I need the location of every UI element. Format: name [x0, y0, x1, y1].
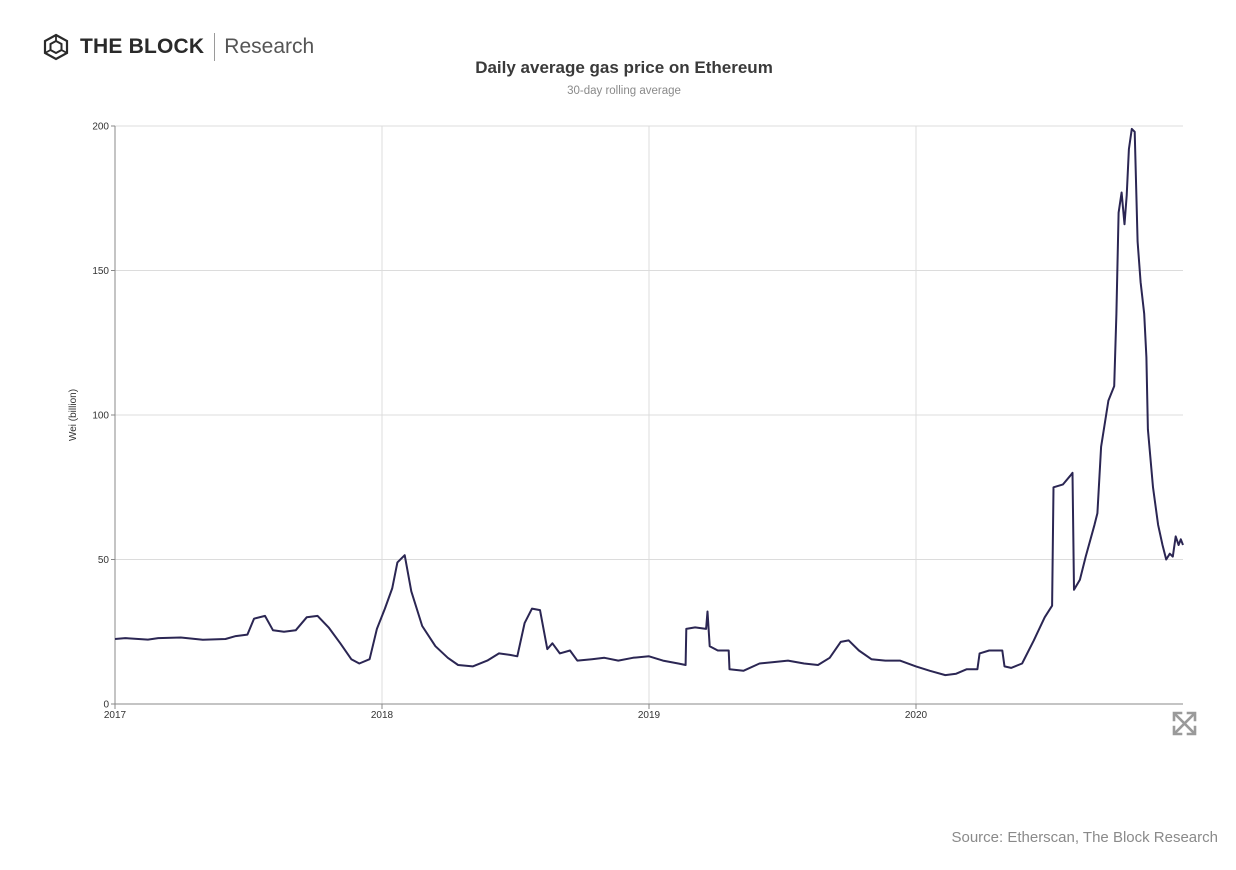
- y-tick-label: 50: [98, 555, 110, 566]
- x-tick-label: 2018: [371, 710, 394, 721]
- source-note: Source: Etherscan, The Block Research: [951, 829, 1218, 846]
- grid: [115, 125, 1183, 704]
- brand-section: Research: [224, 35, 315, 58]
- tick-labels: 0 50 100 150 200 2017 2018 2019 2020: [92, 122, 927, 722]
- y-axis-label: Wei (billion): [68, 389, 79, 441]
- brand-name: THE BLOCK: [80, 35, 205, 58]
- y-tick-label: 100: [92, 411, 109, 422]
- fullscreen-icon[interactable]: [1171, 710, 1198, 737]
- series: [114, 127, 1184, 677]
- y-tick-label: 0: [103, 700, 109, 711]
- y-tick-label: 200: [92, 122, 109, 133]
- axes: [111, 125, 1183, 709]
- x-tick-label: 2020: [905, 710, 928, 721]
- chart-subtitle: 30-day rolling average: [567, 85, 681, 97]
- x-tick-label: 2019: [638, 710, 661, 721]
- brand-divider: [214, 33, 216, 61]
- chart-title: Daily average gas price on Ethereum: [475, 58, 773, 77]
- gas-price-series-line: [114, 127, 1184, 677]
- x-tick-label: 2017: [104, 710, 127, 721]
- y-tick-label: 150: [92, 266, 109, 277]
- brand-logo: THE BLOCK Research: [42, 32, 314, 62]
- cube-logo-icon: [43, 33, 69, 61]
